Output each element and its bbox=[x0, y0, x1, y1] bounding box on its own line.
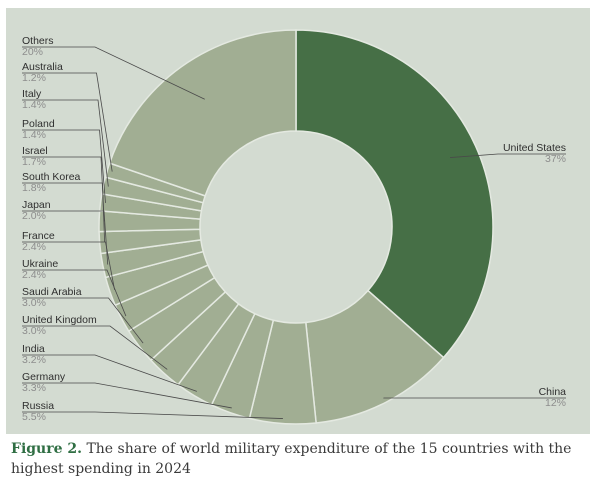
figure-caption: Figure 2. The share of world military ex… bbox=[11, 439, 586, 479]
leader-ukraine bbox=[22, 269, 127, 317]
label-south-korea-name: South Korea bbox=[22, 171, 81, 183]
label-india-name: India bbox=[22, 343, 45, 355]
leader-poland bbox=[22, 129, 106, 203]
label-others-name: Others bbox=[22, 35, 54, 47]
label-united-states-value: 37% bbox=[545, 153, 566, 165]
leader-saudi-arabia bbox=[22, 297, 144, 344]
label-russia-name: Russia bbox=[22, 400, 54, 412]
label-united-kingdom-value: 3.0% bbox=[22, 325, 46, 337]
label-russia-value: 5.5% bbox=[22, 411, 46, 423]
leader-others bbox=[22, 46, 205, 100]
label-united-kingdom-name: United Kingdom bbox=[22, 314, 97, 326]
leader-india bbox=[22, 354, 197, 392]
leader-israel bbox=[22, 156, 105, 222]
label-united-states-name: United States bbox=[503, 142, 566, 154]
figure-caption-label: Figure 2. bbox=[11, 441, 82, 457]
leader-japan bbox=[22, 210, 109, 265]
label-australia-name: Australia bbox=[22, 61, 63, 73]
leader-united-kingdom bbox=[22, 325, 168, 370]
leader-germany bbox=[22, 382, 232, 409]
leader-italy bbox=[22, 99, 109, 187]
leader-united-states bbox=[450, 153, 566, 158]
label-ukraine-value: 2.4% bbox=[22, 269, 46, 281]
label-others-value: 20% bbox=[22, 46, 43, 58]
label-saudi-arabia-value: 3.0% bbox=[22, 297, 46, 309]
label-australia-value: 1.2% bbox=[22, 72, 46, 84]
label-poland-value: 1.4% bbox=[22, 129, 46, 141]
label-italy-value: 1.4% bbox=[22, 99, 46, 111]
label-ukraine-name: Ukraine bbox=[22, 258, 58, 270]
label-china-value: 12% bbox=[545, 397, 566, 409]
label-italy-name: Italy bbox=[22, 88, 42, 100]
label-poland-name: Poland bbox=[22, 118, 55, 130]
label-saudi-arabia-name: Saudi Arabia bbox=[22, 286, 82, 298]
donut-slices bbox=[98, 29, 494, 425]
figure-caption-text: The share of world military expenditure … bbox=[11, 441, 572, 477]
slice-united-states bbox=[295, 29, 494, 359]
label-india-value: 3.2% bbox=[22, 354, 46, 366]
label-japan-value: 2.0% bbox=[22, 210, 46, 222]
label-israel-name: Israel bbox=[22, 145, 48, 157]
leader-australia bbox=[22, 72, 113, 172]
label-israel-value: 1.7% bbox=[22, 156, 46, 168]
label-france-name: France bbox=[22, 230, 55, 242]
slice-others bbox=[108, 29, 297, 197]
label-japan-name: Japan bbox=[22, 199, 51, 211]
leader-lines bbox=[22, 46, 566, 419]
label-germany-name: Germany bbox=[22, 371, 66, 383]
label-south-korea-value: 1.8% bbox=[22, 182, 46, 194]
leader-russia bbox=[22, 411, 283, 419]
label-germany-value: 3.3% bbox=[22, 382, 46, 394]
leader-france bbox=[22, 241, 115, 290]
label-china-name: China bbox=[539, 386, 567, 398]
label-france-value: 2.4% bbox=[22, 241, 46, 253]
